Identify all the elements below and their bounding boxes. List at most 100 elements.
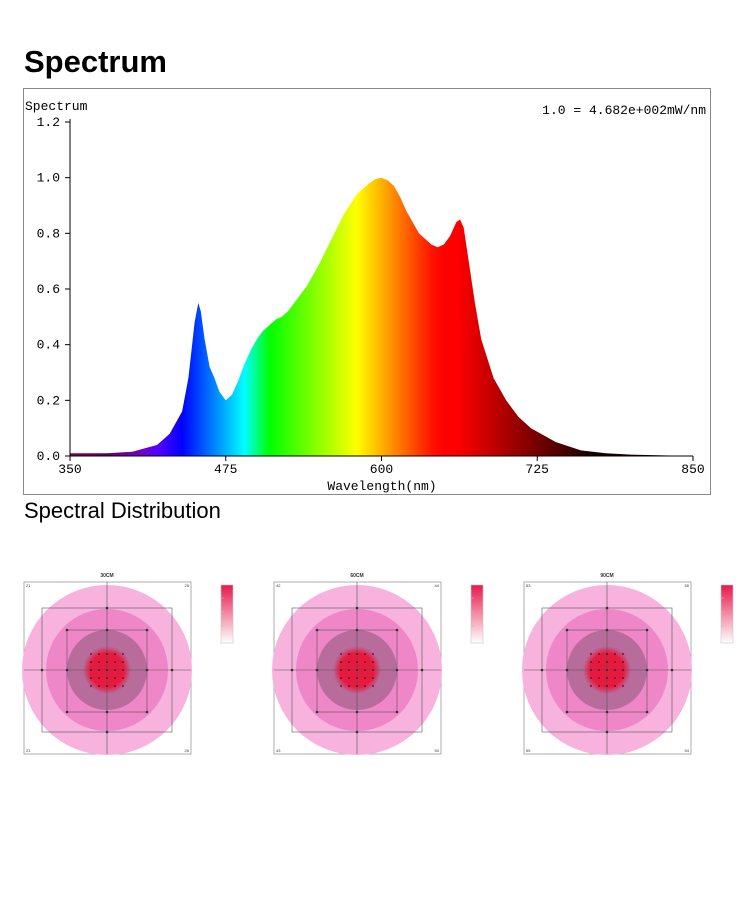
measure-point: [105, 606, 109, 610]
x-tick-label: 850: [681, 462, 704, 477]
y-tick-label: 1.0: [37, 171, 60, 186]
color-scale-bar: [720, 584, 734, 644]
corner-value: 53: [526, 583, 531, 588]
core-point: [590, 677, 592, 679]
y-tick-label: 0.0: [37, 449, 60, 464]
core-point: [340, 677, 342, 679]
distribution-panel-30cm: 30CM 21 25 21 26: [22, 568, 237, 763]
distribution-plot-60cm: 60CM 42 44 43 50: [272, 573, 484, 755]
core-point: [614, 661, 616, 663]
measure-point: [605, 628, 609, 632]
measure-point: [355, 628, 359, 632]
core-point: [598, 677, 600, 679]
corner-value: 21: [26, 748, 31, 753]
measure-point: [645, 668, 649, 672]
core-point: [598, 669, 600, 671]
chart-title: Spectrum: [25, 99, 88, 114]
core-point: [106, 677, 108, 679]
chart-annotation: 1.0 = 4.682e+002mW/nm: [542, 103, 706, 118]
core-point: [606, 685, 608, 687]
core-point: [356, 685, 358, 687]
core-point: [348, 677, 350, 679]
measure-point: [315, 710, 319, 714]
core-point: [622, 685, 624, 687]
core-point: [98, 653, 100, 655]
measure-point: [355, 730, 359, 734]
core-point: [114, 685, 116, 687]
core-point: [348, 661, 350, 663]
core-point: [614, 685, 616, 687]
measure-point: [40, 668, 44, 672]
core-point: [98, 677, 100, 679]
distribution-panel-90cm: 90CM 53 55 55 54: [522, 568, 737, 763]
core-point: [106, 669, 108, 671]
y-tick-label: 0.6: [37, 282, 60, 297]
core-point: [590, 661, 592, 663]
distribution-panel-60cm: 60CM 42 44 43 50: [272, 568, 487, 763]
measure-point: [670, 668, 674, 672]
corner-value: 43: [276, 748, 281, 753]
core-point: [122, 669, 124, 671]
measure-point: [645, 710, 649, 714]
spectrum-chart-svg: Spectrum 1.0 = 4.682e+002mW/nm 0.0 0.2 0.4…: [25, 99, 706, 494]
measure-point: [65, 628, 69, 632]
core-point: [356, 677, 358, 679]
core-point: [364, 669, 366, 671]
measure-point: [145, 628, 149, 632]
core-point: [90, 653, 92, 655]
core-point: [622, 661, 624, 663]
core-point: [90, 669, 92, 671]
core-point: [114, 661, 116, 663]
core-point: [598, 653, 600, 655]
measure-point: [355, 710, 359, 714]
core-point: [356, 653, 358, 655]
measure-point: [65, 668, 69, 672]
measure-point: [290, 668, 294, 672]
core-point: [622, 653, 624, 655]
measure-point: [395, 710, 399, 714]
measure-point: [65, 710, 69, 714]
measure-point: [315, 628, 319, 632]
measure-point: [170, 668, 174, 672]
measure-point: [105, 730, 109, 734]
core-point: [364, 677, 366, 679]
x-tick-label: 475: [214, 462, 237, 477]
y-tick-label: 0.2: [37, 393, 60, 408]
corner-value: 21: [26, 583, 31, 588]
core-point: [340, 661, 342, 663]
measure-point: [540, 668, 544, 672]
core-point: [98, 669, 100, 671]
core-point: [372, 685, 374, 687]
core-point: [606, 669, 608, 671]
core-point: [590, 669, 592, 671]
core-point: [356, 669, 358, 671]
core-point: [590, 685, 592, 687]
core-point: [356, 661, 358, 663]
x-tick-label: 725: [526, 462, 549, 477]
core-point: [614, 669, 616, 671]
core-point: [98, 685, 100, 687]
core-point: [372, 669, 374, 671]
core-point: [340, 685, 342, 687]
core-point: [614, 677, 616, 679]
color-scale-bar: [470, 584, 484, 644]
measure-point: [395, 628, 399, 632]
measure-point: [420, 668, 424, 672]
core-point: [598, 685, 600, 687]
core-point: [114, 653, 116, 655]
measure-point: [605, 606, 609, 610]
x-tick-label: 350: [58, 462, 81, 477]
distribution-plot-30cm: 30CM 21 25 21 26: [22, 573, 234, 755]
corner-value: 25: [185, 583, 190, 588]
measure-point: [145, 668, 149, 672]
measure-point: [645, 628, 649, 632]
measure-point: [145, 710, 149, 714]
core-point: [606, 677, 608, 679]
corner-value: 50: [435, 748, 440, 753]
y-tick-label: 1.2: [37, 115, 60, 130]
core-point: [364, 661, 366, 663]
core-point: [90, 661, 92, 663]
measure-point: [605, 730, 609, 734]
measure-point: [565, 710, 569, 714]
core-point: [348, 685, 350, 687]
